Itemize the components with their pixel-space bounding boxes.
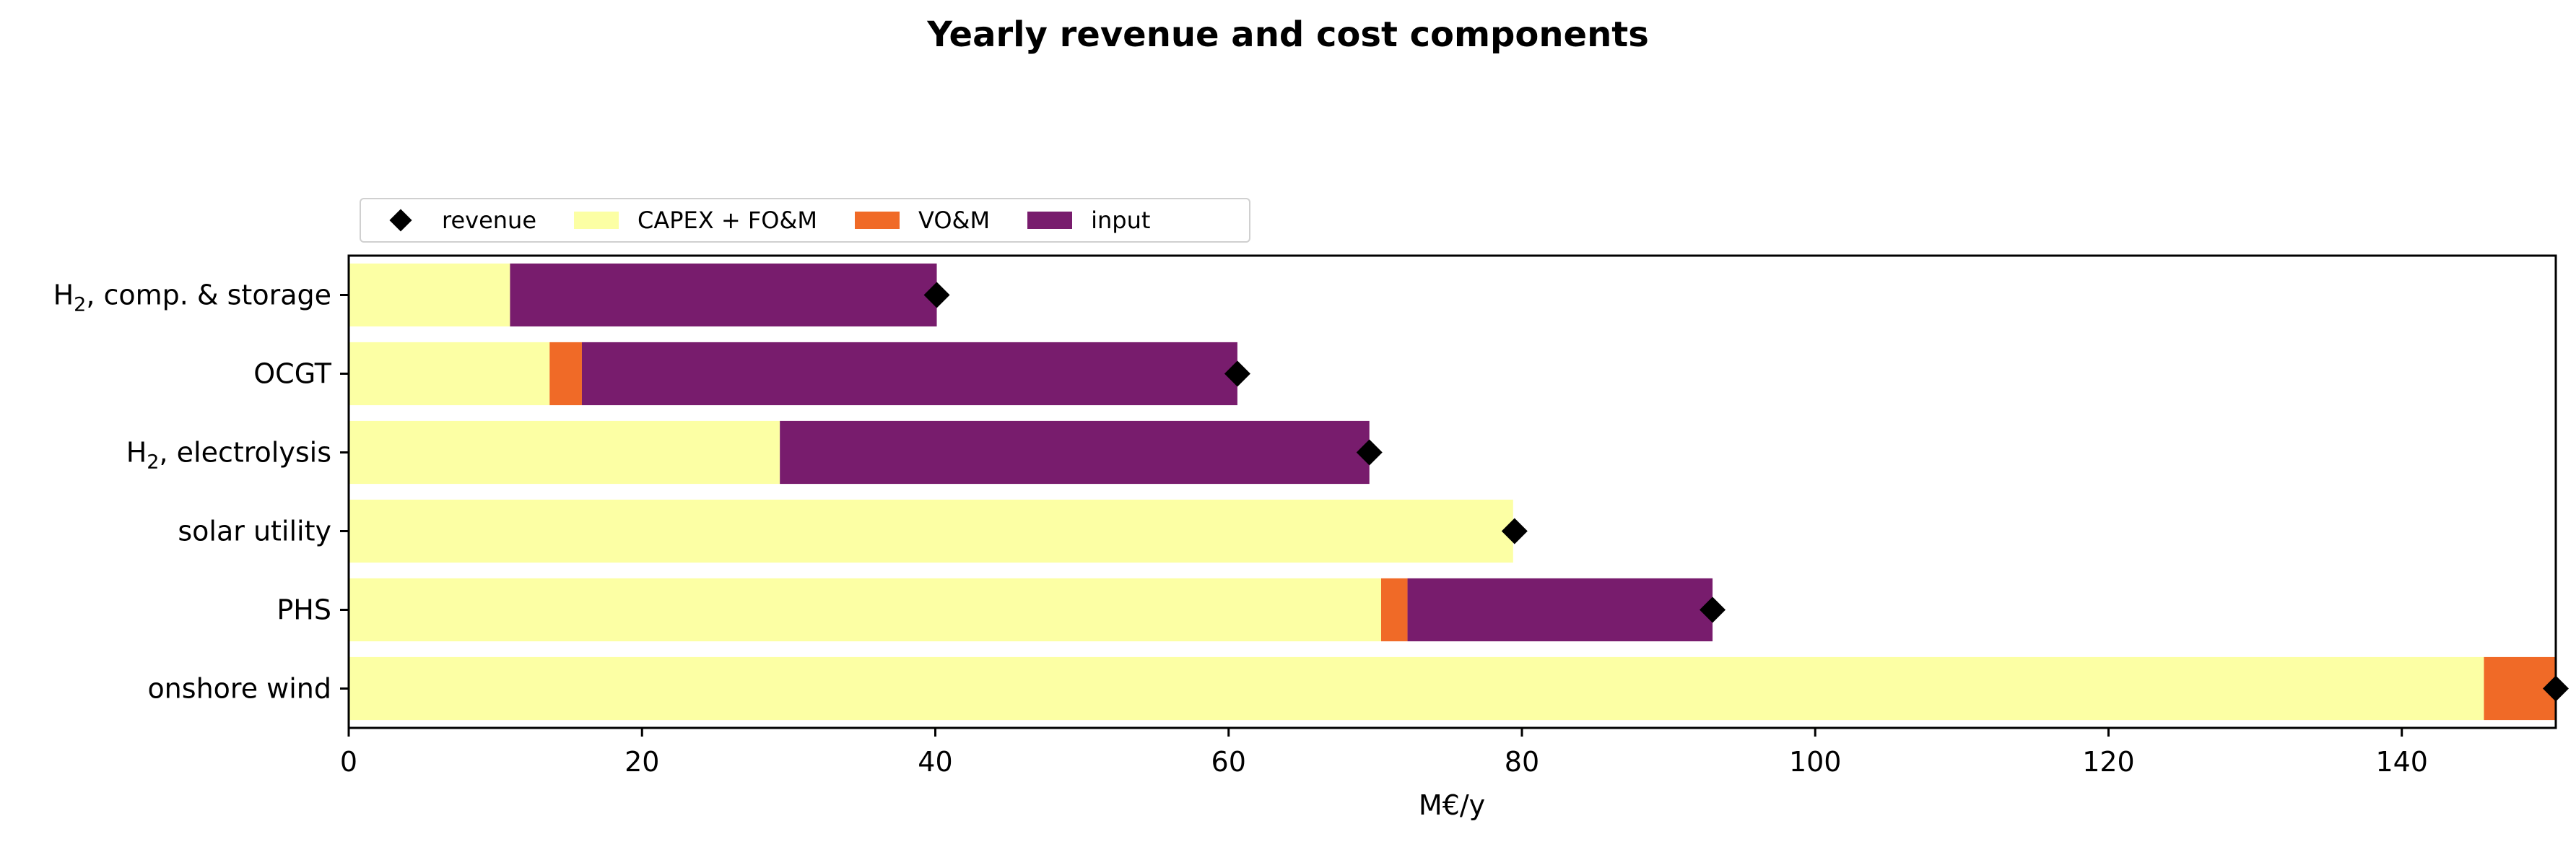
bar-capex-fo-m-solar-utility <box>349 499 1513 563</box>
legend-label-capex: CAPEX + FO&M <box>638 207 817 234</box>
bar-capex-fo-m-h2-electrolysis <box>349 420 780 485</box>
revenue-marker-h2-electrolysis <box>1356 439 1383 466</box>
revenue-marker-ocgt <box>1224 360 1250 387</box>
revenue-markers-group <box>923 282 2569 702</box>
x-axis-ticks: 0 20 40 60 80 100 120 140 <box>340 728 2428 778</box>
revenue-marker-icon <box>378 209 423 231</box>
x-tick-label-140: 140 <box>2375 746 2428 778</box>
bars-group <box>349 263 2556 721</box>
x-axis-label: M€/y <box>1419 789 1485 821</box>
input-swatch <box>1027 212 1073 229</box>
legend-item-capex: CAPEX + FO&M <box>574 207 817 234</box>
y-tick-label-h2-electrolysis: H2, electrolysis <box>126 437 331 474</box>
legend-item-input: input <box>1027 207 1150 234</box>
bar-capex-fo-m-phs <box>349 578 1381 642</box>
x-tick-label-80: 80 <box>1505 746 1539 778</box>
revenue-marker-phs <box>1700 596 1726 623</box>
bar-vo-m-ocgt <box>549 342 582 406</box>
legend-label-vom: VO&M <box>918 207 991 234</box>
x-tick-label-0: 0 <box>340 746 357 778</box>
bar-input-h2-comp-storage <box>510 263 937 327</box>
bar-capex-fo-m-ocgt <box>349 342 550 406</box>
legend-label-revenue: revenue <box>442 207 537 234</box>
bar-capex-fo-m-onshore-wind <box>349 656 2484 721</box>
x-tick-label-60: 60 <box>1211 746 1246 778</box>
revenue-marker-solar-utility <box>1501 518 1528 544</box>
y-tick-label-solar-utility: solar utility <box>178 516 331 547</box>
legend-label-input: input <box>1091 207 1151 234</box>
x-tick-label-100: 100 <box>1789 746 1842 778</box>
bar-input-h2-electrolysis <box>780 420 1370 485</box>
revenue-marker-h2-comp-storage <box>923 282 950 308</box>
legend: revenue CAPEX + FO&M VO&M input <box>360 198 1250 243</box>
chart-title: Yearly revenue and cost components <box>927 14 1649 55</box>
y-tick-label-onshore-wind: onshore wind <box>147 673 331 705</box>
y-tick-label-phs: PHS <box>277 594 331 626</box>
x-tick-label-20: 20 <box>625 746 659 778</box>
bar-vo-m-phs <box>1380 578 1408 642</box>
bar-input-phs <box>1407 578 1713 642</box>
x-tick-label-120: 120 <box>2082 746 2135 778</box>
vom-swatch <box>855 212 900 229</box>
legend-item-vom: VO&M <box>855 207 990 234</box>
y-tick-label-h2-comp-storage: H2, comp. & storage <box>53 279 331 316</box>
bar-input-ocgt <box>581 342 1237 406</box>
plot-frame <box>347 254 2557 729</box>
y-axis-ticks: H2, comp. & storage OCGT H2, electrolysis s… <box>53 279 349 705</box>
bar-capex-fo-m-h2-comp-storage <box>349 263 510 327</box>
capex-swatch <box>574 212 619 229</box>
x-tick-label-40: 40 <box>918 746 952 778</box>
y-tick-label-ocgt: OCGT <box>253 358 332 390</box>
legend-item-revenue: revenue <box>378 207 536 234</box>
